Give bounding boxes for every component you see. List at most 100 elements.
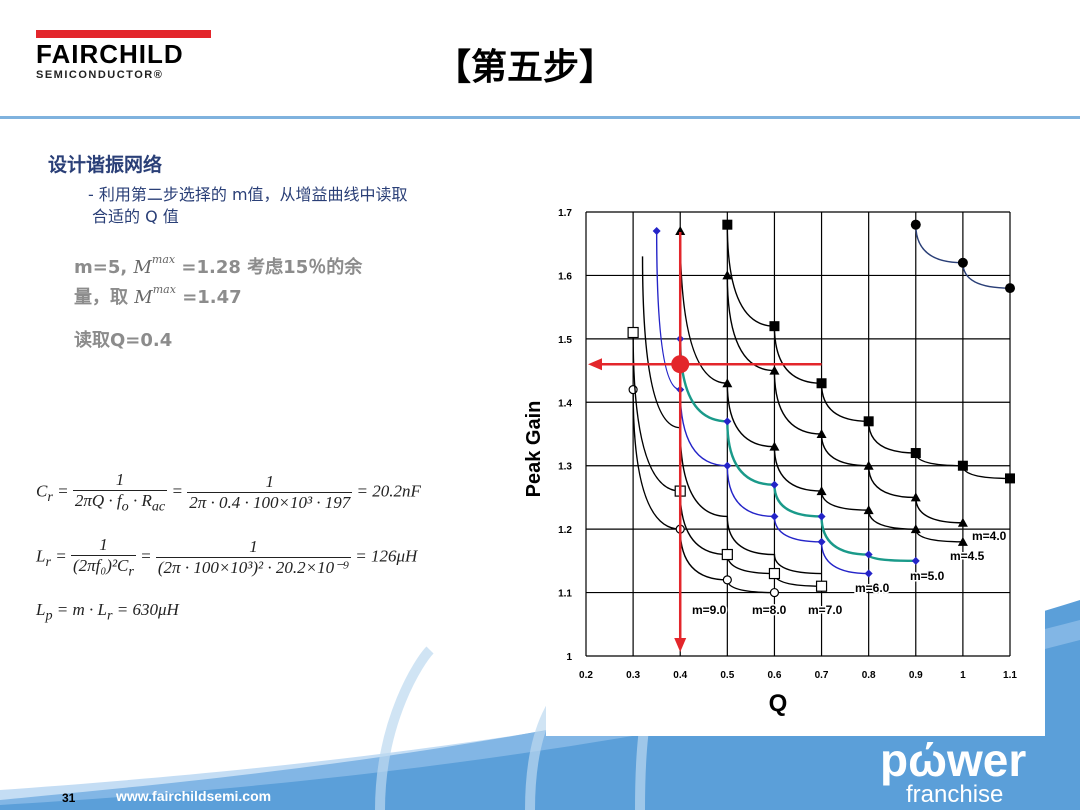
brand-the: the [880,714,911,739]
lr-fraction-1: 1 (2πf₀)²Cr [70,535,136,580]
data-point-square [721,548,733,561]
y-axis-label: Peak Gain [523,401,545,498]
data-point-diamond [723,417,732,426]
p2-suffix: =1.47 [182,287,242,308]
y-tick-label: 1.3 [558,462,572,473]
data-point-circle [910,219,921,230]
data-point-circle [769,587,780,598]
data-point-triangle [910,492,921,502]
lr-numerator-1: 1 [70,535,136,556]
x-tick-label: 0.6 [767,670,781,681]
x-tick-label: 0.2 [579,670,593,681]
section-heading: 设计谐振网络 [48,154,163,176]
lp-lhs-sub: p [45,607,53,624]
data-point-triangle [722,270,733,280]
paragraph-read-q: 读取Q=0.4 [74,330,173,351]
x-tick-label: 0.7 [815,670,829,681]
curve-label: m=5.0 [910,569,945,583]
lp-lhs: L [36,600,46,619]
x-tick-label: 1 [960,670,966,681]
series-line [632,389,775,594]
cr-denominator-2: 2π · 0.4 · 100×10³ · 197 [189,493,351,513]
data-point-square [957,460,968,471]
x-tick-label: 0.3 [626,670,640,681]
header-divider [0,116,1080,119]
curve-label: m=8.0 [752,603,787,617]
data-point-diamond [864,550,873,559]
data-point-diamond [817,512,826,521]
equation-lp: Lp = m · Lr = 630μH [36,600,179,624]
data-point-triangle [769,365,780,375]
y-tick-label: 1.7 [558,208,572,219]
bullet-text: - 利用第二步选择的 m值，从增益曲线中读取 合适的 Q 值 [88,184,508,228]
data-point-square [910,448,921,459]
data-point-diamond [770,480,779,489]
y-tick-label: 1.2 [558,525,572,536]
lr-denominator-1: (2πf₀)²Cr [71,556,136,580]
curve-label: m=4.5 [950,549,985,563]
equation-cr: Cr = 1 2πQ · fo · Rac = 1 2π · 0.4 · 100… [36,470,421,515]
cr-numerator-2: 1 [187,472,353,494]
p1-superscript: max [151,253,176,266]
data-point-triangle [769,441,780,451]
lr-result: = 126μH [355,546,418,566]
cr-numerator-1: 1 [72,470,168,491]
x-tick-label: 0.4 [673,670,687,681]
lr-denominator-2: (2π · 100×10³)² · 20.2×10⁻⁹ [157,558,349,578]
data-point-diamond [770,512,779,521]
x-tick-label: 1.1 [1003,670,1017,681]
cr-lhs-sub: r [47,489,53,505]
y-tick-label: 1 [566,652,572,663]
data-point-square [1005,473,1015,484]
p2-superscript: max [152,283,176,296]
data-point-triangle [863,505,874,515]
data-point-square [768,567,781,580]
data-point-diamond [864,569,873,578]
chart-panel [546,192,1045,736]
data-point-diamond [723,461,732,470]
cr-denominator-1: 2πQ · fo · Rac [73,491,167,515]
lp-middle: = m · L [52,600,107,619]
lr-den1-b: r [128,563,134,580]
data-point-triangle [910,524,921,534]
curve-label: m=9.0 [692,603,727,617]
page-number: 31 [62,791,76,805]
lr-fraction-2: 1 (2π · 100×10³)² · 20.2×10⁻⁹ [155,537,351,578]
data-point-diamond [911,556,920,565]
data-point-square [815,580,828,592]
paragraph-m-value: m=5, Mmax =1.28 考虑15％的余 [74,253,362,279]
fairchild-logo: FAIRCHILD SEMICONDUCTOR® [36,30,211,81]
data-point-triangle [957,517,968,527]
p1-prefix: m=5, [74,257,128,278]
power-franchise-logo: the pώwer franchise [880,716,1026,808]
p2-prefix: 量，取 [74,287,128,308]
data-point-square [722,219,733,230]
lp-middle-sub: r [107,607,113,624]
cr-den1-c: · R [128,491,152,510]
logo-name: FAIRCHILD [36,39,184,69]
cr-den1-a: 2πQ · f [74,491,122,510]
slide-title: 【第五步】 [435,47,616,88]
x-tick-label: 0.5 [720,670,734,681]
p1-symbol: M [133,257,152,278]
lr-numerator-2: 1 [155,537,351,559]
data-point-square [816,378,827,389]
brand-franchise: franchise [906,781,1004,808]
data-point-circle [722,575,732,585]
data-point-triangle [957,536,968,546]
footer-url: www.fairchildsemi.com [116,788,272,804]
operating-arrow-left [588,358,602,371]
data-point-diamond [652,227,661,236]
data-point-square [863,416,874,427]
lr-lhs: L [36,546,46,566]
series-line [641,256,822,575]
data-point-triangle [816,429,827,438]
y-tick-label: 1.1 [558,589,572,600]
data-point-circle [957,257,968,268]
cr-fraction-1: 1 2πQ · fo · Rac [72,470,168,515]
p2-symbol: M [134,287,153,308]
curve-label: m=7.0 [808,603,843,617]
p1-suffix: =1.28 考虑15％的余 [181,257,363,278]
data-point-circle [1005,283,1015,294]
